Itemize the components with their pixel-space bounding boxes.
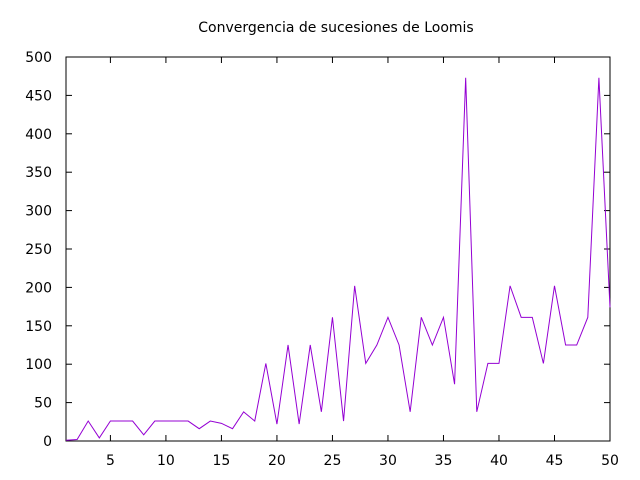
y-tick-label: 450 — [25, 88, 52, 104]
x-tick-label: 5 — [106, 453, 115, 469]
x-tick-label: 40 — [490, 453, 508, 469]
x-tick-label: 20 — [268, 453, 286, 469]
x-tick-label: 25 — [324, 453, 342, 469]
series-line-0 — [65, 77, 611, 441]
y-tick-label: 50 — [34, 396, 52, 412]
x-tick-label: 35 — [435, 453, 453, 469]
y-tick-label: 250 — [25, 242, 52, 258]
x-tick-label: 45 — [546, 453, 564, 469]
y-tick-label: 350 — [25, 165, 52, 181]
y-tick-label: 300 — [25, 204, 52, 220]
y-axis: 0 50 100 150 200 250 300 350 400 450 500 — [25, 50, 610, 450]
y-tick-label: 100 — [25, 357, 52, 373]
y-tick-label: 150 — [25, 319, 52, 335]
chart-title: Convergencia de sucesiones de Loomis — [198, 20, 473, 36]
x-tick-label: 10 — [157, 453, 175, 469]
x-axis: 5 10 15 20 25 30 35 40 45 50 — [106, 57, 619, 469]
x-tick-label: 50 — [601, 453, 619, 469]
x-tick-label: 15 — [213, 453, 231, 469]
y-tick-label: 0 — [43, 434, 52, 450]
series-group — [65, 77, 611, 441]
plot-border — [65, 56, 611, 442]
y-tick-label: 200 — [25, 280, 52, 296]
x-tick-label: 30 — [379, 453, 397, 469]
plot-frame — [65, 56, 611, 442]
y-tick-label: 400 — [25, 127, 52, 143]
y-tick-label: 500 — [25, 50, 52, 66]
